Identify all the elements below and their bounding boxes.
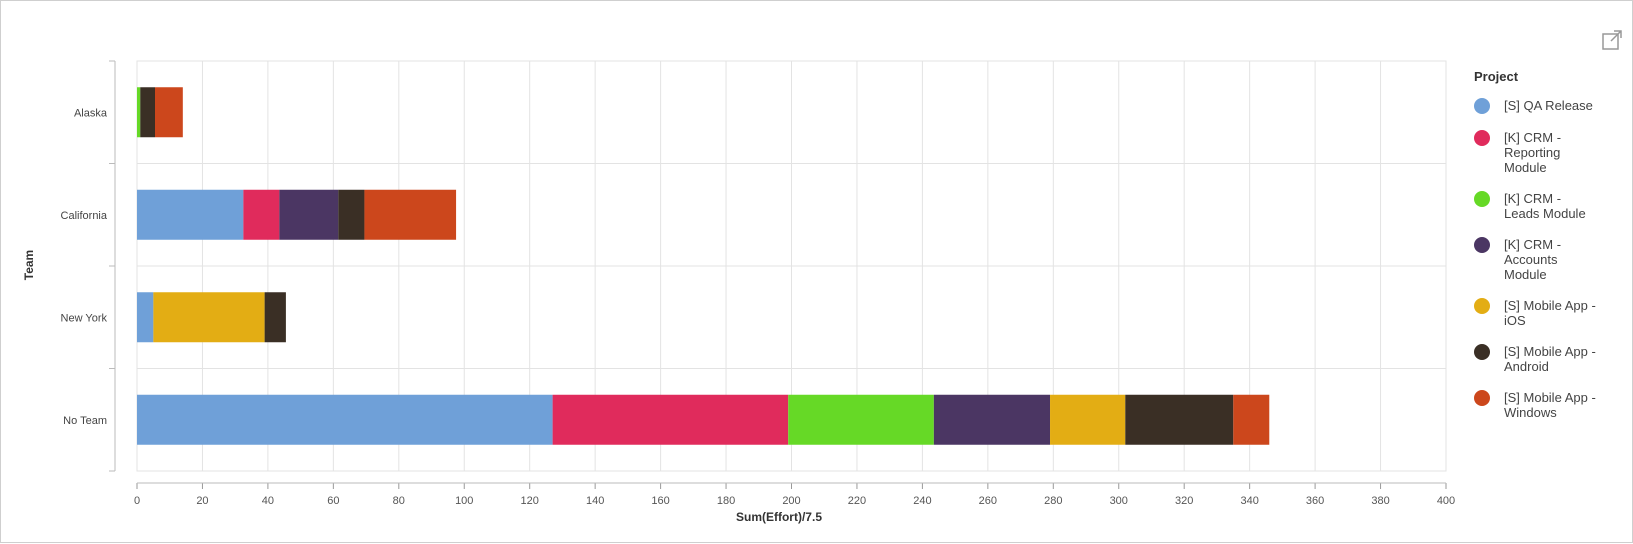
legend-swatch <box>1474 130 1490 146</box>
x-tick-label: 160 <box>651 495 669 507</box>
axes: 0 20 40 60 80 100 120 140 160 180 200 220 240 260 280 3… <box>61 60 1455 507</box>
bar-segment <box>137 292 154 343</box>
x-tick-label: 100 <box>455 495 473 507</box>
bar-segment <box>137 189 244 240</box>
x-tick-label: 300 <box>1110 495 1128 507</box>
bar-segment <box>1233 394 1270 445</box>
legend-item[interactable]: [K] CRM - Accounts Module <box>1474 237 1624 282</box>
legend-item[interactable]: [K] CRM - Leads Module <box>1474 191 1624 221</box>
legend-label: [S] Mobile App - iOS <box>1504 298 1596 328</box>
legend-title: Project <box>1474 69 1519 84</box>
bar-segment <box>552 394 789 445</box>
x-tick-label: 140 <box>586 495 604 507</box>
bar-segment <box>788 394 934 445</box>
x-tick-label: 340 <box>1240 495 1258 507</box>
bar-segment <box>264 292 286 343</box>
external-link-icon[interactable] <box>1601 29 1623 51</box>
y-category-label: California <box>61 210 108 222</box>
legend-label: [K] CRM - Reporting Module <box>1504 130 1562 175</box>
x-tick-label: 20 <box>196 495 208 507</box>
bar-segment <box>153 292 265 343</box>
legend-swatch <box>1474 298 1490 314</box>
x-tick-label: 380 <box>1371 495 1389 507</box>
legend-swatch <box>1474 344 1490 360</box>
bar-segment <box>933 394 1051 445</box>
legend: Project [S] QA Release [K] CRM - Reportin… <box>1474 69 1624 436</box>
y-category-label: New York <box>61 312 108 324</box>
x-axis-label: Sum(Effort)/7.5 <box>736 510 822 524</box>
bar-segment <box>364 189 457 240</box>
bar-segment <box>1050 394 1126 445</box>
legend-item[interactable]: [K] CRM - Reporting Module <box>1474 130 1624 175</box>
bar-segment <box>140 87 155 138</box>
x-tick-label: 280 <box>1044 495 1062 507</box>
legend-label: [K] CRM - Leads Module <box>1504 191 1586 221</box>
x-tick-label: 320 <box>1175 495 1193 507</box>
y-category-label: No Team <box>63 415 107 427</box>
legend-label: [S] QA Release <box>1504 98 1593 113</box>
bar-chart: 0 20 40 60 80 100 120 140 160 180 200 220 240 260 280 3… <box>22 60 1455 524</box>
legend-swatch <box>1474 390 1490 406</box>
legend-swatch <box>1474 237 1490 253</box>
legend-item[interactable]: [S] Mobile App - Android <box>1474 344 1624 374</box>
x-tick-label: 180 <box>717 495 735 507</box>
x-tick-label: 40 <box>262 495 274 507</box>
legend-swatch <box>1474 98 1490 114</box>
x-tick-label: 400 <box>1437 495 1455 507</box>
x-tick-label: 60 <box>327 495 339 507</box>
legend-item[interactable]: [S] Mobile App - Windows <box>1474 390 1624 420</box>
x-tick-label: 80 <box>393 495 405 507</box>
legend-label: [S] Mobile App - Android <box>1504 344 1596 374</box>
x-tick-label: 360 <box>1306 495 1324 507</box>
x-tick-label: 200 <box>782 495 800 507</box>
bar-segment <box>243 189 280 240</box>
legend-swatch <box>1474 191 1490 207</box>
legend-label: [K] CRM - Accounts Module <box>1504 237 1562 282</box>
bar-segment <box>279 189 339 240</box>
y-category-label: Alaska <box>74 107 108 119</box>
bar-segment <box>137 394 553 445</box>
legend-label: [S] Mobile App - Windows <box>1504 390 1596 420</box>
legend-item[interactable]: [S] Mobile App - iOS <box>1474 298 1624 328</box>
y-axis-label: Team <box>22 250 36 280</box>
x-tick-label: 260 <box>979 495 997 507</box>
bars <box>137 87 1270 445</box>
bar-segment <box>338 189 365 240</box>
x-tick-label: 220 <box>848 495 866 507</box>
x-tick-label: 0 <box>134 495 140 507</box>
x-tick-label: 240 <box>913 495 931 507</box>
legend-item[interactable]: [S] QA Release <box>1474 98 1624 114</box>
bar-segment <box>154 87 183 138</box>
bar-segment <box>1125 394 1234 445</box>
x-tick-label: 120 <box>521 495 539 507</box>
bar-segment <box>137 87 141 138</box>
